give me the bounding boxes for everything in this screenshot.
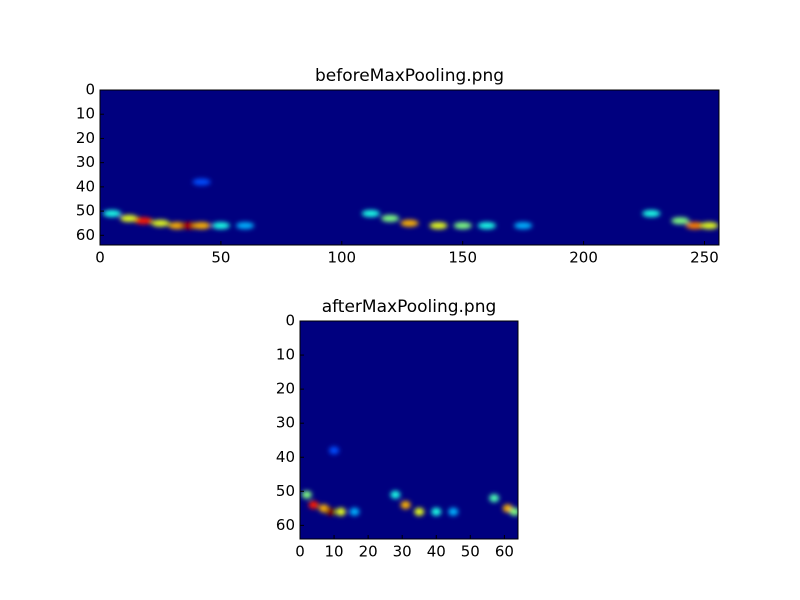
intensity-blob bbox=[325, 507, 336, 516]
intensity-blob bbox=[381, 214, 400, 222]
intensity-blob bbox=[671, 217, 690, 225]
y-tick-label: 10 bbox=[76, 105, 95, 123]
intensity-blob bbox=[414, 507, 425, 516]
intensity-blob bbox=[361, 210, 380, 218]
y-tick-label: 40 bbox=[76, 177, 95, 195]
intensity-blob bbox=[514, 222, 533, 230]
intensity-blob bbox=[120, 214, 139, 222]
intensity-blob bbox=[453, 222, 472, 230]
x-tick-label: 100 bbox=[327, 249, 356, 267]
y-tick-label: 20 bbox=[76, 129, 95, 147]
x-tick-label: 10 bbox=[325, 543, 344, 561]
intensity-blob bbox=[429, 222, 448, 230]
y-tick-label: 40 bbox=[276, 448, 295, 466]
intensity-blob bbox=[509, 507, 518, 516]
intensity-blob bbox=[349, 507, 360, 516]
chart-title: afterMaxPooling.png bbox=[322, 297, 497, 317]
intensity-blob bbox=[301, 490, 312, 499]
intensity-blob bbox=[236, 222, 255, 230]
y-tick-label: 0 bbox=[85, 81, 95, 99]
x-tick-label: 150 bbox=[448, 249, 477, 267]
intensity-blob bbox=[489, 494, 500, 503]
intensity-blob bbox=[700, 222, 719, 230]
y-tick-label: 50 bbox=[76, 202, 95, 220]
y-tick-label: 10 bbox=[276, 346, 295, 364]
intensity-blob bbox=[642, 210, 661, 218]
x-tick-label: 60 bbox=[495, 543, 514, 561]
intensity-blob bbox=[400, 500, 411, 509]
axes-frame bbox=[299, 320, 519, 540]
x-tick-label: 50 bbox=[461, 543, 480, 561]
image-blobs bbox=[103, 178, 719, 230]
y-tick-label: 0 bbox=[285, 312, 295, 330]
intensity-blob bbox=[390, 490, 401, 499]
x-tick-label: 50 bbox=[211, 249, 230, 267]
intensity-blob bbox=[335, 507, 346, 516]
x-tick-label: 0 bbox=[95, 249, 105, 267]
x-tick-label: 0 bbox=[295, 543, 305, 561]
intensity-blob bbox=[329, 446, 340, 455]
y-tick-label: 30 bbox=[76, 153, 95, 171]
x-tick-label: 30 bbox=[393, 543, 412, 561]
intensity-blob bbox=[134, 217, 153, 225]
image-data bbox=[103, 178, 719, 230]
intensity-blob bbox=[477, 222, 496, 230]
image-background bbox=[100, 90, 719, 245]
x-tick-label: 200 bbox=[569, 249, 598, 267]
intensity-blob bbox=[308, 500, 319, 509]
y-tick-label: 60 bbox=[76, 226, 95, 244]
intensity-blob bbox=[431, 507, 442, 516]
y-tick-label: 30 bbox=[276, 414, 295, 432]
intensity-blob bbox=[685, 222, 704, 230]
chart-title: beforeMaxPooling.png bbox=[315, 66, 504, 86]
x-tick-label: 250 bbox=[690, 249, 719, 267]
image-data bbox=[301, 446, 518, 516]
y-tick-label: 60 bbox=[276, 516, 295, 534]
intensity-blob bbox=[103, 210, 122, 218]
image-blobs bbox=[301, 446, 518, 516]
intensity-blob bbox=[192, 178, 211, 186]
intensity-blob bbox=[192, 222, 211, 230]
intensity-blob bbox=[448, 507, 459, 516]
x-tick-label: 40 bbox=[427, 543, 446, 561]
axes-frame bbox=[99, 89, 720, 246]
intensity-blob bbox=[211, 222, 230, 230]
x-tick-label: 20 bbox=[359, 543, 378, 561]
intensity-blob bbox=[400, 219, 419, 227]
intensity-blob bbox=[151, 219, 170, 227]
y-tick-label: 50 bbox=[276, 482, 295, 500]
y-tick-label: 20 bbox=[276, 380, 295, 398]
